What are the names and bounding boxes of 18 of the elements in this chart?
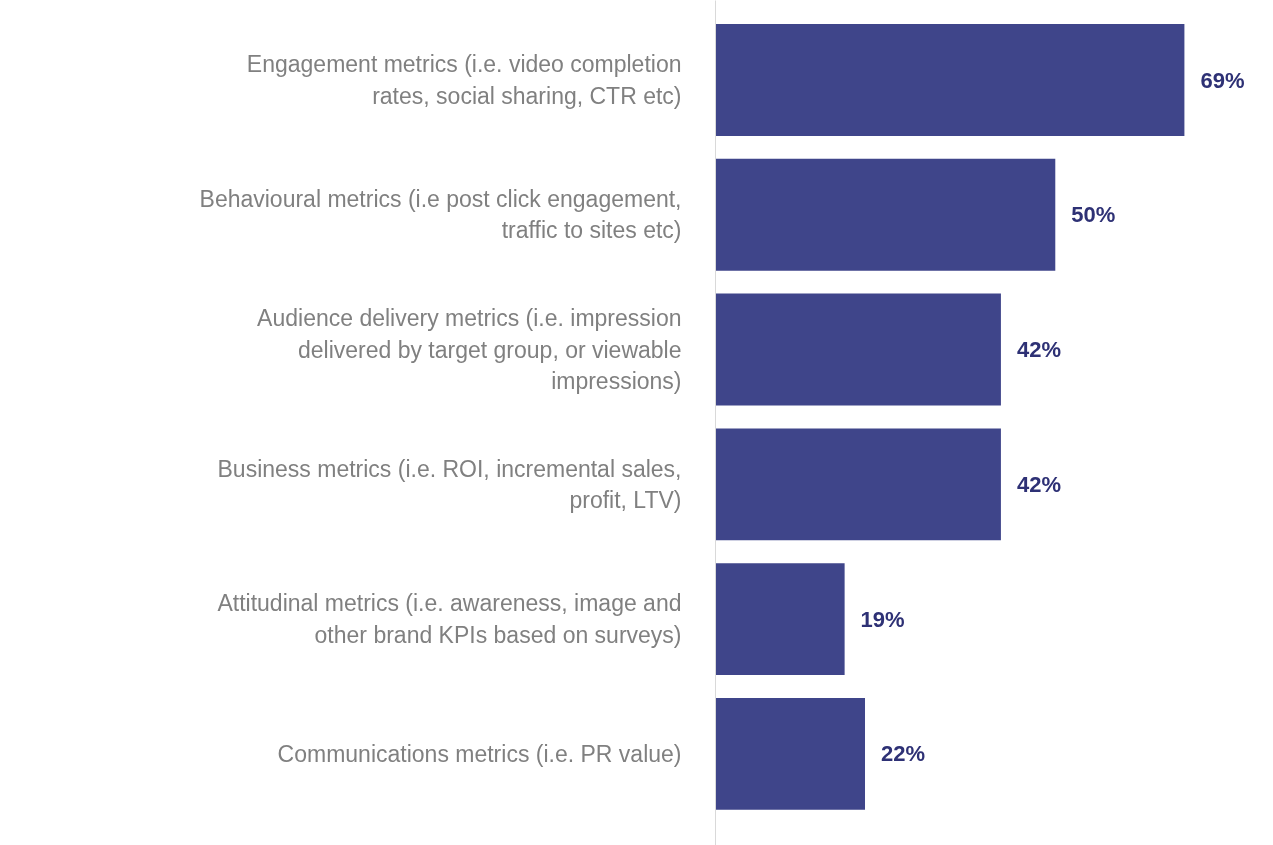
bar	[715, 563, 845, 676]
bar	[715, 697, 866, 810]
y-tick-label: Communications metrics (i.e. PR value)	[277, 740, 682, 767]
bar	[715, 24, 1185, 136]
bar	[715, 158, 1056, 271]
y-tick-label: Engagement metrics (i.e. video completion rates, social sharing, CTR etc)	[246, 51, 682, 109]
data-label: 22%	[881, 741, 926, 767]
data-label: 42%	[1016, 471, 1061, 497]
data-label: 50%	[1071, 202, 1116, 228]
y-tick-label: Audience delivery metrics (i.e. impression delivered by target group, or viewable impressions)	[257, 305, 682, 394]
data-label: 42%	[1016, 337, 1061, 363]
data-label: 69%	[1200, 67, 1245, 93]
data-label: 19%	[860, 606, 905, 632]
bar	[715, 293, 1001, 406]
y-tick-label: Business metrics (i.e. ROI, incremental sales, profit, LTV)	[217, 455, 682, 513]
y-tick-label: Behavioural metrics (i.e post click engagement, traffic to sites etc)	[199, 186, 682, 244]
y-tick-label: Attitudinal metrics (i.e. awareness, image and other brand KPIs based on surveys)	[217, 590, 682, 648]
bar	[715, 428, 1001, 541]
